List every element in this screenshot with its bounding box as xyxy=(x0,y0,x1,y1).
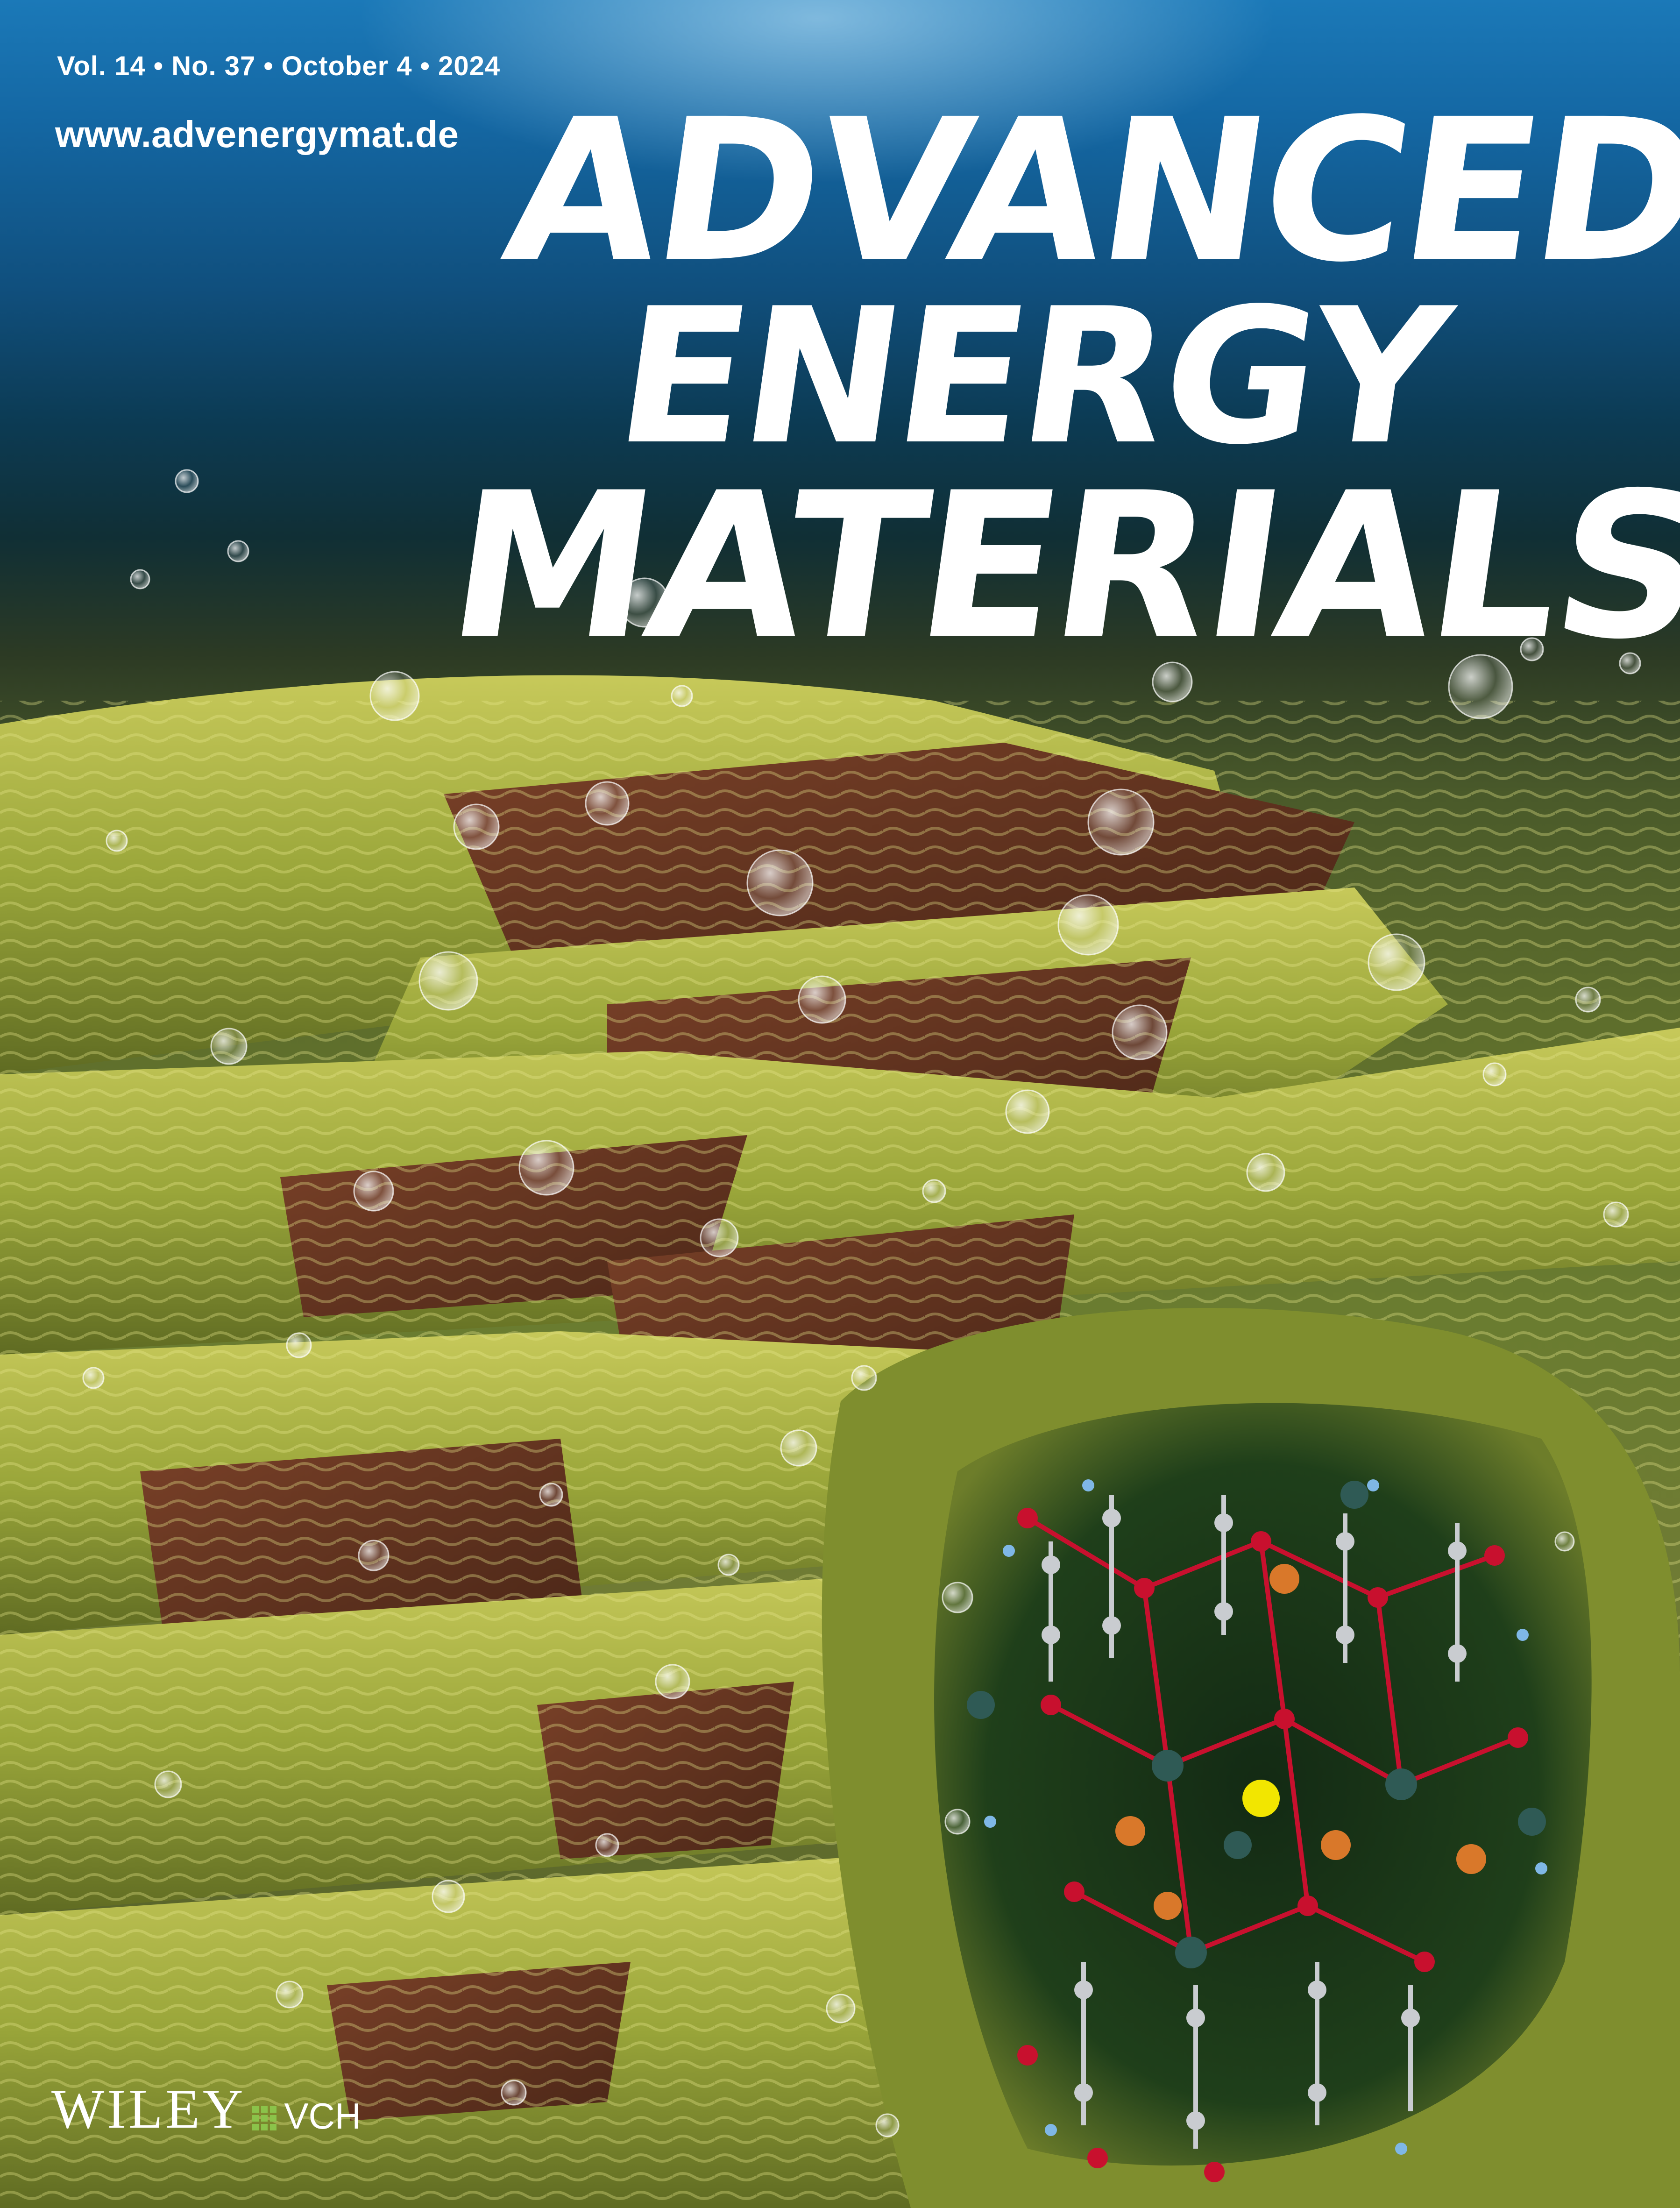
title-line-2: ENERGY xyxy=(605,269,1459,486)
molecular-structure xyxy=(967,1479,1547,2182)
journal-title: ADVANCED ENERGY MATERIALS xyxy=(437,77,1680,683)
bubbles xyxy=(82,469,1641,2137)
title-line-1: ADVANCED xyxy=(493,77,1680,305)
title-line-3: MATERIALS xyxy=(437,450,1680,683)
wiley-dots-icon xyxy=(252,2106,277,2130)
publisher-name: WILEY xyxy=(51,2078,246,2140)
issue-info: Vol. 14 • No. 37 • October 4 • 2024 xyxy=(57,51,501,81)
publisher-logo: WILEY VCH xyxy=(51,2081,361,2137)
publisher-imprint: VCH xyxy=(284,2095,362,2137)
cave-opening xyxy=(822,1308,1680,2208)
journal-website[interactable]: www.advenergymat.de xyxy=(55,114,459,155)
